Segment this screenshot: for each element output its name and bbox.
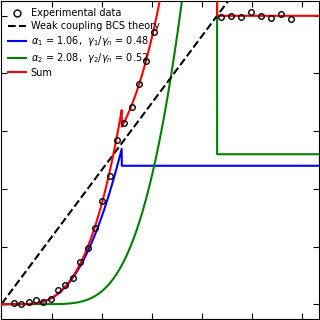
Legend: Experimental data, Weak coupling BCS theory, $\alpha_1$ = 1.06,  $\gamma_1$/$\ga: Experimental data, Weak coupling BCS the… [6,6,161,80]
